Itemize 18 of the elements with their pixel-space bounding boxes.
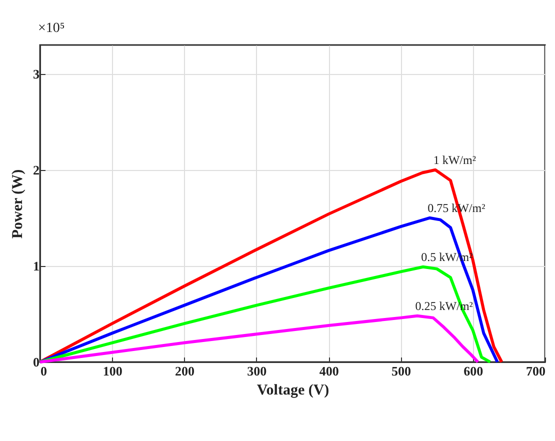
line-series bbox=[38, 265, 492, 364]
x-tick-label: 100 bbox=[102, 364, 122, 378]
line-series bbox=[38, 314, 480, 364]
x-tick-label: 200 bbox=[175, 364, 195, 378]
y-axis-title: Power (W) bbox=[10, 169, 26, 239]
y-tick-label: 1 bbox=[33, 258, 40, 274]
x-tick-label: 300 bbox=[247, 364, 267, 378]
x-tick-label: 400 bbox=[319, 364, 339, 378]
line-series bbox=[38, 216, 499, 364]
x-axis-title: Voltage (V) bbox=[256, 382, 330, 398]
y-tick-label: 2 bbox=[33, 162, 40, 178]
x-tick-label: 500 bbox=[391, 364, 411, 378]
line-series bbox=[38, 168, 504, 364]
series-label: 1 kW/m² bbox=[433, 152, 476, 167]
x-tick-label: 700 bbox=[526, 364, 546, 378]
text: ×10⁵ bbox=[38, 21, 65, 36]
x-tick-label: 600 bbox=[464, 364, 484, 378]
y-tick-label: 3 bbox=[33, 66, 40, 82]
